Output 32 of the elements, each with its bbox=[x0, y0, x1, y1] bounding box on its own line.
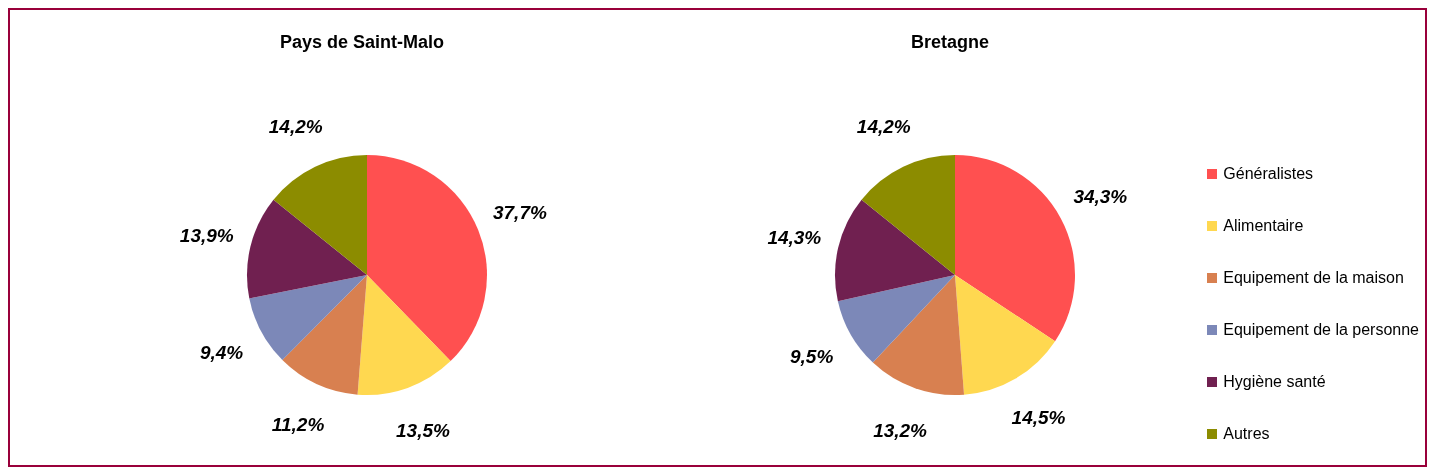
data-label: 13,5% bbox=[396, 419, 450, 441]
data-label: 9,5% bbox=[790, 346, 834, 368]
data-label: 13,2% bbox=[873, 420, 928, 442]
legend-label: Hygiène santé bbox=[1223, 373, 1326, 391]
pie-slice bbox=[249, 275, 367, 361]
data-label: 11,2% bbox=[271, 414, 325, 436]
data-label: 14,3% bbox=[767, 226, 822, 248]
legend-label: Equipement de la personne bbox=[1223, 321, 1419, 339]
data-label: 37,7% bbox=[492, 202, 547, 224]
legend-label: Généralistes bbox=[1223, 165, 1314, 183]
pie-slice bbox=[955, 155, 1075, 342]
pie-slice bbox=[273, 155, 367, 275]
data-label: 14,5% bbox=[1011, 406, 1066, 428]
pie-slice bbox=[872, 275, 965, 395]
pie-slice bbox=[247, 199, 367, 299]
data-label: 9,4% bbox=[199, 342, 244, 364]
legend-label: Equipement de la maison bbox=[1223, 269, 1404, 287]
pie-slice bbox=[835, 199, 955, 302]
legend-label: Autres bbox=[1223, 425, 1270, 443]
data-label: 13,9% bbox=[179, 225, 234, 247]
chart-title: Bretagne bbox=[910, 32, 990, 53]
pie-slice bbox=[955, 275, 1056, 395]
pie-slice bbox=[357, 275, 451, 395]
chart-title: Pays de Saint-Malo bbox=[278, 32, 446, 53]
pie-slice bbox=[861, 155, 955, 275]
data-label: 34,3% bbox=[1073, 186, 1128, 208]
data-label: 14,2% bbox=[268, 115, 323, 137]
data-label: 14,2% bbox=[856, 115, 911, 137]
pie-slice bbox=[837, 275, 955, 363]
pie-slice bbox=[367, 155, 487, 362]
legend-label: Alimentaire bbox=[1223, 217, 1304, 235]
pie-slice bbox=[282, 275, 367, 395]
